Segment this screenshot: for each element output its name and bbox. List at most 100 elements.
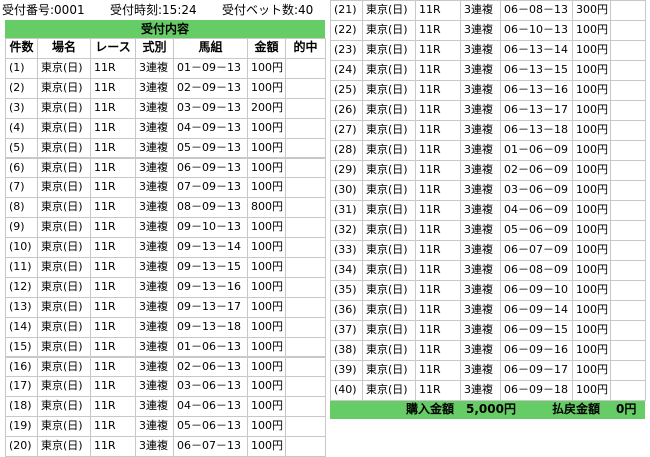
column-header: レース: [90, 38, 136, 59]
bet-type: 3連複: [135, 257, 174, 278]
amount: 100円: [247, 257, 286, 278]
bet-number: (17): [5, 376, 38, 398]
combination: 04－06－09: [500, 200, 573, 221]
bet-type: 3連複: [135, 237, 174, 258]
venue: 東京(日): [362, 80, 416, 101]
bet-number: (25): [330, 80, 363, 101]
hit-cell: [285, 97, 326, 119]
bet-type: 3連複: [460, 120, 501, 141]
payout-label: 払戻金額: [552, 402, 601, 416]
combination: 06－09－17: [500, 360, 573, 381]
venue: 東京(日): [37, 336, 91, 358]
bet-type: 3連複: [135, 356, 174, 378]
bet-number: (15): [5, 336, 38, 358]
bet-number: (39): [330, 360, 363, 381]
bet-type: 3連複: [460, 360, 501, 381]
race: 11R: [415, 200, 461, 221]
amount: 100円: [247, 376, 286, 398]
hit-cell: [285, 436, 326, 457]
bet-type: 3連複: [460, 340, 501, 361]
venue: 東京(日): [37, 97, 91, 119]
bet-type: 3連複: [460, 80, 501, 101]
bet-number: (32): [330, 220, 363, 241]
bet-type: 3連複: [460, 20, 501, 41]
venue: 東京(日): [37, 396, 91, 418]
race: 11R: [90, 237, 136, 258]
hit-cell: [610, 0, 646, 21]
race: 11R: [415, 100, 461, 121]
amount: 100円: [572, 20, 611, 41]
race: 11R: [90, 77, 136, 99]
bet-number: (36): [330, 300, 363, 321]
combination: 06－09－10: [500, 280, 573, 301]
hit-cell: [285, 376, 326, 398]
hit-cell: [610, 160, 646, 181]
combination: 08－09－13: [173, 197, 248, 219]
amount: 100円: [572, 380, 611, 401]
hit-cell: [610, 280, 646, 301]
bet-number: (23): [330, 40, 363, 61]
combination: 04－06－13: [173, 396, 248, 418]
column-header: 的中: [285, 38, 326, 59]
venue: 東京(日): [362, 260, 416, 281]
amount: 100円: [247, 217, 286, 239]
venue: 東京(日): [362, 240, 416, 261]
hit-cell: [610, 100, 646, 121]
amount: 100円: [572, 200, 611, 221]
bet-number: (34): [330, 260, 363, 281]
bet-type: 3連複: [460, 140, 501, 161]
bet-number: (37): [330, 320, 363, 341]
hit-cell: [610, 140, 646, 161]
bet-number: (14): [5, 316, 38, 338]
hit-cell: [610, 40, 646, 61]
column-header: 金額: [247, 38, 286, 59]
bet-type: 3連複: [135, 336, 174, 358]
combination: 01－09－13: [173, 58, 248, 79]
bet-type: 3連複: [460, 100, 501, 121]
hit-cell: [285, 316, 326, 338]
venue: 東京(日): [37, 117, 91, 139]
purchase-amount: 5,000円: [466, 402, 516, 416]
combination: 06－07－13: [173, 436, 248, 457]
amount: 100円: [572, 180, 611, 201]
bet-number: (2): [5, 77, 38, 99]
combination: 06－08－13: [500, 0, 573, 21]
bet-type: 3連複: [460, 40, 501, 61]
combination: 03－09－13: [173, 97, 248, 119]
bet-type: 3連複: [135, 137, 174, 159]
race: 11R: [90, 336, 136, 358]
amount: 100円: [247, 237, 286, 258]
amount: 100円: [247, 177, 286, 199]
hit-cell: [610, 320, 646, 341]
hit-cell: [610, 220, 646, 241]
receipt-time: 受付時刻:15:24: [110, 3, 197, 17]
bet-type: 3連複: [460, 220, 501, 241]
bet-number: (1): [5, 58, 38, 79]
hit-cell: [610, 300, 646, 321]
race: 11R: [90, 117, 136, 139]
combination: 09－13－15: [173, 257, 248, 278]
race: 11R: [90, 416, 136, 438]
race: 11R: [415, 180, 461, 201]
hit-cell: [285, 336, 326, 358]
bet-number: (30): [330, 180, 363, 201]
bet-number: (7): [5, 177, 38, 199]
bet-type: 3連複: [135, 376, 174, 398]
bet-type: 3連複: [460, 260, 501, 281]
bet-type: 3連複: [135, 77, 174, 99]
venue: 東京(日): [37, 316, 91, 338]
bet-number: (21): [330, 0, 363, 21]
bet-number: (19): [5, 416, 38, 438]
race: 11R: [90, 257, 136, 278]
amount: 100円: [247, 316, 286, 338]
bet-type: 3連複: [460, 200, 501, 221]
amount: 100円: [247, 77, 286, 99]
combination: 02－06－13: [173, 356, 248, 378]
venue: 東京(日): [362, 380, 416, 401]
race: 11R: [415, 240, 461, 261]
amount: 100円: [572, 160, 611, 181]
footer-bar: 購入金額 5,000円 払戻金額 0円: [330, 400, 645, 419]
venue: 東京(日): [362, 20, 416, 41]
hit-cell: [285, 276, 326, 298]
